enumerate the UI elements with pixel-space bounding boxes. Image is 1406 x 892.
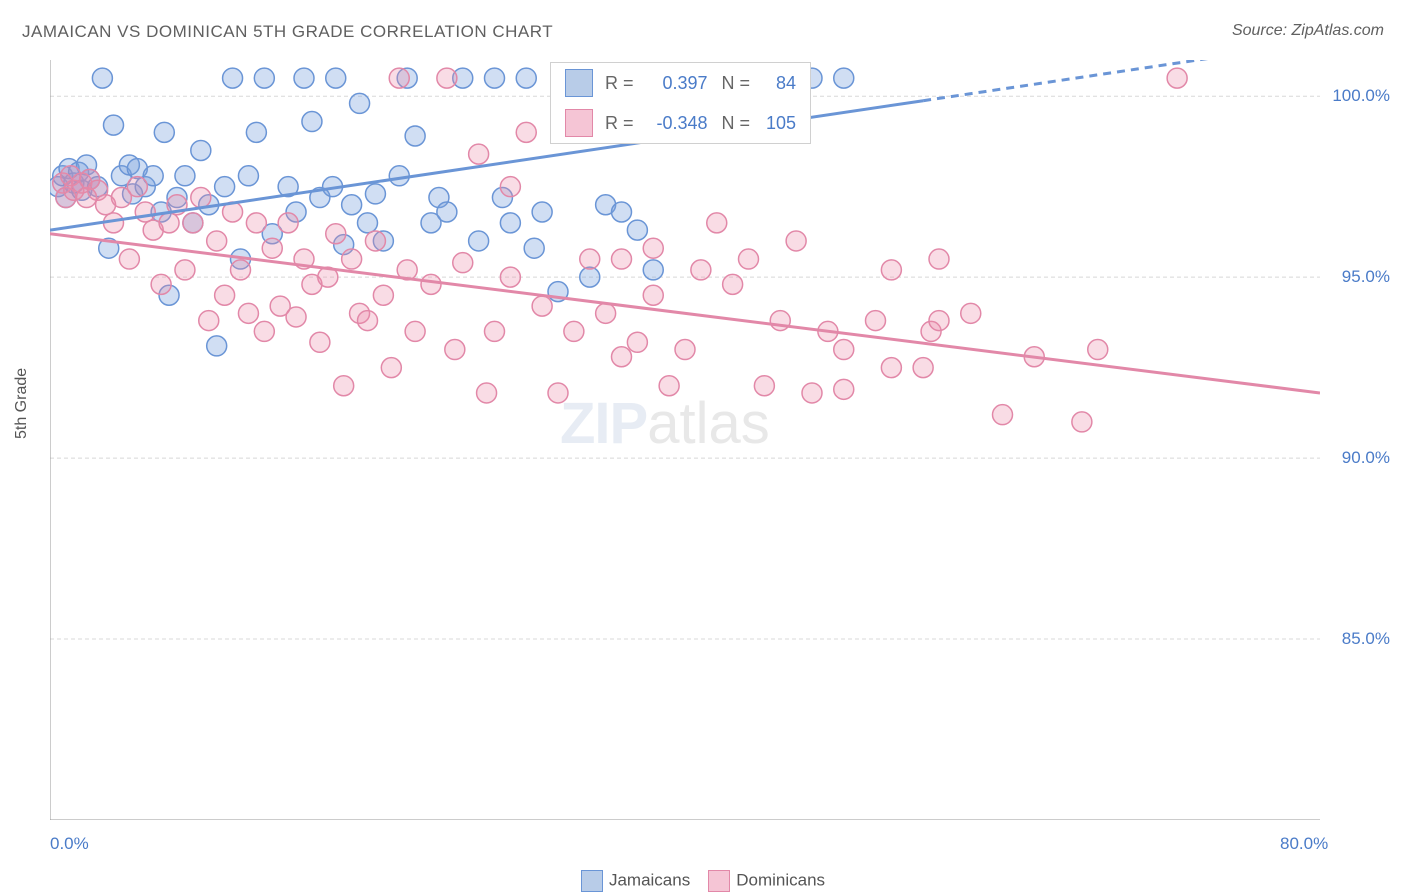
- stats-swatch: [565, 69, 593, 97]
- legend-item: Dominicans: [708, 870, 825, 892]
- stats-n-value: 84: [756, 73, 796, 94]
- source-attribution: Source: ZipAtlas.com: [1232, 22, 1384, 40]
- bottom-legend: Jamaicans Dominicans: [0, 870, 1406, 892]
- y-tick-label: 85.0%: [1342, 629, 1390, 649]
- scatter-chart: [50, 60, 1320, 820]
- stats-n-value: 105: [756, 113, 796, 134]
- stats-r-value: 0.397: [640, 73, 708, 94]
- stats-swatch: [565, 109, 593, 137]
- chart-area: 85.0%90.0%95.0%100.0%0.0%80.0%: [50, 60, 1320, 820]
- legend-label: Dominicans: [736, 870, 825, 889]
- stats-r-label: R =: [605, 73, 634, 94]
- chart-title: JAMAICAN VS DOMINICAN 5TH GRADE CORRELAT…: [22, 22, 553, 42]
- legend-swatch: [708, 870, 730, 892]
- correlation-stats-box: R = 0.397 N =84 R = -0.348 N =105: [550, 62, 811, 144]
- y-tick-label: 90.0%: [1342, 448, 1390, 468]
- stats-row: R = -0.348 N =105: [551, 103, 810, 143]
- stats-r-label: R =: [605, 113, 634, 134]
- y-tick-label: 100.0%: [1332, 86, 1390, 106]
- stats-row: R = 0.397 N =84: [551, 63, 810, 103]
- legend-item: Jamaicans: [581, 870, 690, 892]
- stats-n-label: N =: [722, 113, 751, 134]
- stats-n-label: N =: [722, 73, 751, 94]
- y-tick-label: 95.0%: [1342, 267, 1390, 287]
- y-axis-label: 5th Grade: [13, 368, 31, 439]
- x-tick-label: 80.0%: [1280, 834, 1328, 854]
- x-tick-label: 0.0%: [50, 834, 89, 854]
- legend-swatch: [581, 870, 603, 892]
- stats-r-value: -0.348: [640, 113, 708, 134]
- legend-label: Jamaicans: [609, 870, 690, 889]
